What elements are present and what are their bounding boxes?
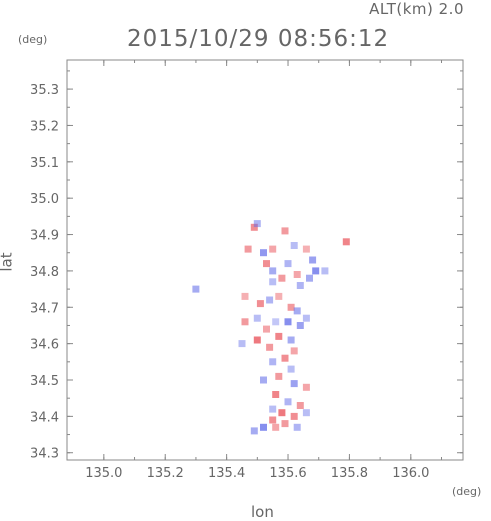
y-tick-label: 35.2: [30, 119, 59, 134]
heatmap-cell: [296, 282, 304, 289]
heatmap-cell: [250, 427, 258, 435]
heatmap-cell: [250, 223, 258, 231]
heatmap-cell: [278, 274, 286, 282]
heatmap-cell: [306, 274, 313, 282]
heatmap-cell: [266, 343, 274, 351]
heatmap-cell: [253, 314, 261, 322]
heatmap-cell: [302, 314, 310, 322]
y-tick-label: 35.3: [30, 83, 59, 98]
heatmap-cell: [278, 409, 286, 417]
heatmap-cell: [256, 300, 264, 308]
heatmap-cell: [263, 325, 270, 333]
heatmap-cell: [260, 423, 267, 431]
x-axis-unit: (deg): [452, 485, 482, 498]
heatmap-cell: [260, 249, 267, 257]
heatmap-cell: [287, 336, 295, 344]
heatmap-cells: [192, 220, 350, 435]
heatmap-cell: [275, 332, 283, 340]
heatmap-cell: [296, 322, 304, 329]
plot-frame: [66, 59, 464, 461]
heatmap-cell: [269, 405, 277, 413]
heatmap-cell: [253, 336, 261, 344]
heatmap-cell: [284, 318, 292, 326]
heatmap-cell: [238, 340, 246, 348]
heatmap-cell: [290, 380, 298, 388]
heatmap-cell: [321, 267, 329, 275]
heatmap-cell: [272, 423, 280, 431]
heatmap-cell: [293, 307, 301, 315]
x-tick-label: 135.4: [208, 466, 245, 481]
y-tick-label: 35.0: [30, 192, 59, 207]
x-tick-label: 136.0: [392, 466, 429, 481]
heatmap-cell: [284, 398, 292, 406]
heatmap-cell: [293, 271, 301, 278]
heatmap-cell: [263, 260, 270, 268]
heatmap-cell: [296, 402, 304, 409]
heatmap-cell: [269, 358, 277, 366]
heatmap-cell: [293, 423, 301, 431]
heatmap-cell: [302, 409, 310, 417]
heatmap-cell: [266, 296, 274, 304]
heatmap-cell: [269, 416, 277, 424]
heatmap-cell: [275, 372, 283, 380]
timestamp-title: 2015/10/29 08:56:12: [127, 26, 390, 52]
heatmap-cell: [309, 256, 317, 264]
heatmap-cell: [281, 420, 289, 428]
heatmap-cell: [287, 303, 295, 311]
heatmap-cell: [281, 354, 289, 362]
y-tick-label: 34.7: [30, 301, 59, 316]
heatmap-cell: [342, 238, 350, 246]
heatmap-cell: [290, 347, 298, 355]
heatmap-cell: [260, 376, 267, 384]
heatmap-cell: [241, 292, 249, 300]
heatmap-cell: [241, 318, 249, 326]
x-tick-label: 135.6: [269, 466, 306, 481]
y-tick-label: 34.8: [30, 265, 59, 280]
y-axis-unit: (deg): [18, 33, 48, 46]
y-tick-label: 34.9: [30, 229, 59, 244]
heatmap-cell: [281, 227, 289, 235]
heatmap-cell: [272, 318, 280, 326]
altitude-label: ALT(km) 2.0: [369, 0, 464, 18]
heatmap-cell: [275, 292, 283, 300]
y-tick-label: 35.1: [30, 156, 59, 171]
heatmap-cell: [290, 242, 298, 249]
x-tick-label: 135.0: [85, 466, 122, 481]
heatmap-cell: [302, 245, 310, 253]
heatmap-cell: [272, 391, 280, 398]
axis-ticks: 135.0 135.2 135.4 135.6 135.8 136.0 34.3 34.4 34…: [30, 60, 463, 481]
y-tick-label: 34.4: [30, 410, 59, 425]
heatmap-cell: [287, 365, 295, 373]
heatmap-cell: [244, 245, 252, 253]
y-tick-label: 34.6: [30, 338, 59, 353]
heatmap-cell: [290, 412, 298, 420]
heatmap-cell: [269, 267, 277, 275]
heatmap-cell: [192, 285, 200, 293]
heatmap-cell: [302, 383, 310, 391]
heatmap-cell: [253, 220, 261, 228]
y-tick-label: 34.3: [30, 447, 59, 462]
heatmap-cell: [269, 278, 277, 286]
heatmap-cell: [269, 245, 277, 253]
heatmap-cell: [312, 267, 320, 275]
y-tick-label: 34.5: [30, 374, 59, 389]
heatmap-cell: [284, 260, 292, 268]
x-axis-label: lon: [251, 503, 274, 521]
x-tick-label: 135.8: [331, 466, 368, 481]
x-tick-label: 135.2: [147, 466, 184, 481]
